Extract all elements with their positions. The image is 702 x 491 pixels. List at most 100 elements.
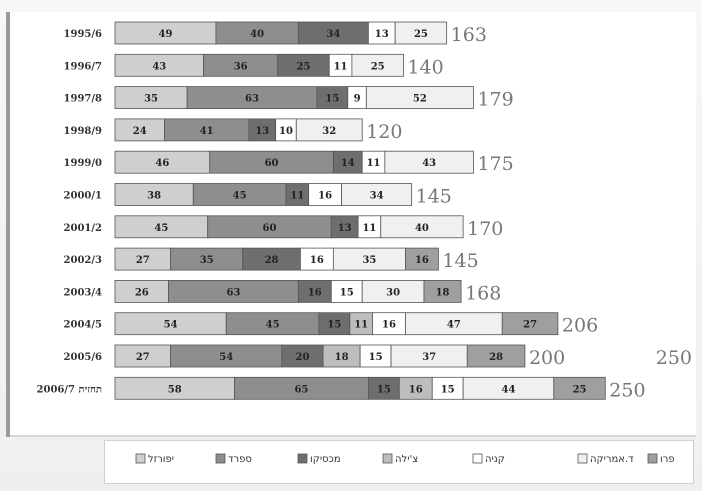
legend-swatch xyxy=(382,453,393,464)
segment-value-label: 25 xyxy=(414,29,428,40)
category-label: 2002/3 xyxy=(64,255,102,266)
legend-label: ספרד xyxy=(228,454,252,465)
total-label: 120 xyxy=(366,121,402,143)
bar-segment xyxy=(365,86,474,109)
legend-label: ד.אמריקה xyxy=(590,454,634,465)
segment-value-label: 54 xyxy=(219,352,233,363)
segment-value-label: 15 xyxy=(327,320,341,331)
segment-value-label: 15 xyxy=(325,94,339,105)
segment-value-label: 15 xyxy=(441,384,455,395)
bar-segment xyxy=(423,279,462,303)
bar-segment xyxy=(501,312,559,336)
category-label: 1998/9 xyxy=(64,126,102,137)
segment-value-label: 16 xyxy=(409,384,423,395)
segment-value-label: 18 xyxy=(436,287,450,298)
segment-value-label: 16 xyxy=(318,191,332,202)
category-label: 1995/6 xyxy=(64,29,102,40)
bar-segment xyxy=(380,215,464,239)
segment-value-label: 34 xyxy=(370,191,384,202)
category-label: 2003/4 xyxy=(64,287,102,298)
segment-value-label: 10 xyxy=(279,126,293,137)
total-label: 179 xyxy=(477,89,513,111)
legend-swatch xyxy=(215,453,226,464)
segment-value-label: 38 xyxy=(147,191,161,202)
segment-value-label: 13 xyxy=(338,223,352,234)
segment-value-label: 25 xyxy=(371,61,385,72)
total-label: 163 xyxy=(451,24,487,46)
segment-value-label: 45 xyxy=(233,191,247,202)
segment-value-label: 15 xyxy=(340,287,354,298)
legend-label: קניה xyxy=(485,454,505,465)
total-label: 170 xyxy=(467,218,503,240)
segment-value-label: 40 xyxy=(415,223,429,234)
segment-value-label: 65 xyxy=(294,384,308,395)
segment-value-label: 58 xyxy=(168,384,182,395)
total-label: 200 xyxy=(529,347,565,369)
bar-segment xyxy=(466,344,526,368)
segment-value-label: 11 xyxy=(367,158,381,169)
bar-segment xyxy=(295,118,363,142)
segment-value-label: 45 xyxy=(154,223,168,234)
segment-value-label: 43 xyxy=(422,158,436,169)
legend-label: מכסיקו xyxy=(310,454,341,465)
category-label: 1997/8 xyxy=(64,94,102,105)
segment-value-label: 13 xyxy=(255,126,269,137)
segment-value-label: 30 xyxy=(386,287,400,298)
legend-swatch xyxy=(647,453,658,464)
segment-value-label: 34 xyxy=(326,29,340,40)
bar-segment xyxy=(351,53,404,77)
segment-value-label: 45 xyxy=(266,320,280,331)
segment-value-label: 36 xyxy=(234,61,248,72)
segment-value-label: 28 xyxy=(265,255,279,266)
category-label: 2005/6 xyxy=(64,352,102,363)
segment-value-label: 63 xyxy=(226,287,240,298)
segment-value-label: 16 xyxy=(382,320,396,331)
segment-value-label: 43 xyxy=(152,61,166,72)
segment-value-label: 11 xyxy=(362,223,376,234)
segment-value-label: 44 xyxy=(501,384,515,395)
bar-segment xyxy=(405,247,439,271)
category-label: 1996/7 xyxy=(64,61,102,72)
segment-value-label: 28 xyxy=(489,352,503,363)
legend-label: פרו xyxy=(660,454,675,465)
segment-value-label: 15 xyxy=(369,352,383,363)
segment-value-label: 14 xyxy=(341,158,355,169)
segment-value-label: 9 xyxy=(354,94,361,105)
segment-value-label: 25 xyxy=(573,384,587,395)
category-label: 1999/0 xyxy=(64,158,102,169)
segment-value-label: 11 xyxy=(334,61,348,72)
segment-value-label: 27 xyxy=(523,320,537,331)
segment-value-label: 32 xyxy=(322,126,336,137)
legend-label: צ'ילה xyxy=(395,454,418,465)
legend-swatch xyxy=(577,453,588,464)
segment-value-label: 18 xyxy=(335,352,349,363)
total-label: 250 xyxy=(609,379,645,401)
segment-value-label: 24 xyxy=(133,126,147,137)
segment-value-label: 27 xyxy=(136,352,150,363)
bar-segment xyxy=(341,183,413,206)
axis-max-label: 250 xyxy=(656,347,692,369)
segment-value-label: 60 xyxy=(265,158,279,169)
legend-box xyxy=(104,440,694,484)
segment-value-label: 35 xyxy=(362,255,376,266)
segment-value-label: 41 xyxy=(200,126,214,137)
legend-label: יפורזל xyxy=(148,454,174,465)
total-label: 140 xyxy=(407,56,443,78)
legend-swatch xyxy=(472,453,483,464)
segment-value-label: 40 xyxy=(250,29,264,40)
legend-swatch xyxy=(297,453,308,464)
segment-value-label: 47 xyxy=(447,320,461,331)
segment-value-label: 20 xyxy=(295,352,309,363)
bar-segment xyxy=(394,21,448,45)
segment-value-label: 52 xyxy=(413,94,427,105)
segment-value-label: 16 xyxy=(415,255,429,266)
total-label: 145 xyxy=(416,186,452,208)
category-label: 2006/7 תחזית xyxy=(37,384,102,395)
segment-value-label: 35 xyxy=(200,255,214,266)
segment-value-label: 54 xyxy=(164,320,178,331)
segment-value-label: 26 xyxy=(135,287,149,298)
segment-value-label: 13 xyxy=(375,29,389,40)
segment-value-label: 16 xyxy=(308,287,322,298)
segment-value-label: 11 xyxy=(290,191,304,202)
